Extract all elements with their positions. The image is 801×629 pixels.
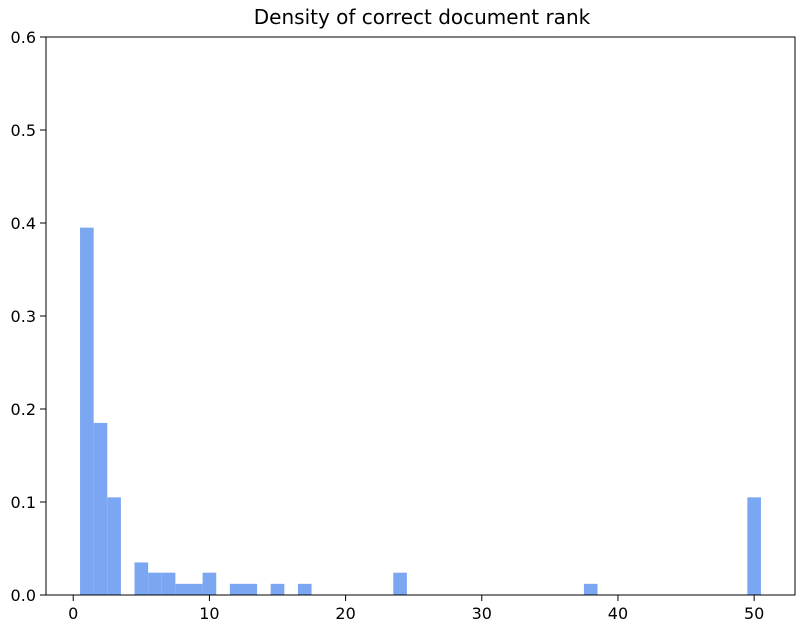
- histogram-bar-9: [229, 583, 244, 595]
- x-tick-label: 40: [608, 604, 628, 623]
- x-tick-label: 0: [68, 604, 78, 623]
- y-tick-label: 0.6: [11, 28, 36, 47]
- y-tick-label: 0.2: [11, 400, 36, 419]
- histogram-bar-3: [134, 562, 149, 595]
- y-tick-label: 0.0: [11, 586, 36, 605]
- plot-frame: [45, 36, 796, 596]
- x-axis: 0 10 20 30 40 50: [68, 595, 764, 623]
- histogram-bar-14: [583, 583, 598, 595]
- histogram-bar-2: [107, 497, 121, 595]
- y-tick-label: 0.3: [11, 307, 36, 326]
- x-tick-label: 30: [472, 604, 492, 623]
- histogram-bar-10: [243, 583, 258, 595]
- histogram-bar-11: [270, 583, 285, 595]
- histogram-bar-1: [93, 422, 108, 595]
- histogram-bar-0: [80, 227, 94, 595]
- y-tick-label: 0.5: [11, 121, 36, 140]
- x-tick-label: 10: [199, 604, 219, 623]
- histogram-bar-4: [148, 572, 162, 595]
- x-tick-label: 20: [335, 604, 355, 623]
- histogram-bar-6: [175, 583, 189, 595]
- histogram-bar-5: [161, 572, 176, 595]
- histogram-bar-12: [297, 583, 312, 595]
- chart-title: Density of correct document rank: [254, 5, 591, 29]
- bars-group: [80, 227, 761, 595]
- histogram-bar-15: [747, 497, 761, 595]
- histogram-bar-7: [188, 583, 203, 595]
- y-axis: 0.0 0.1 0.2 0.3 0.4 0.5 0.6: [11, 28, 46, 605]
- y-tick-label: 0.1: [11, 493, 36, 512]
- y-tick-label: 0.4: [11, 214, 36, 233]
- histogram-bar-13: [393, 572, 407, 595]
- x-tick-label: 50: [744, 604, 764, 623]
- histogram-bar-8: [202, 572, 217, 595]
